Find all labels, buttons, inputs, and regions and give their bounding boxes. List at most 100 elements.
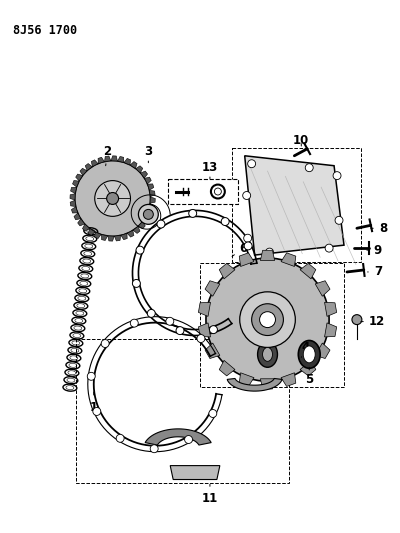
- Circle shape: [335, 216, 343, 224]
- Text: 12: 12: [361, 315, 385, 328]
- Polygon shape: [219, 360, 235, 376]
- Polygon shape: [138, 222, 145, 229]
- Circle shape: [260, 312, 276, 328]
- Ellipse shape: [303, 346, 315, 363]
- Polygon shape: [219, 263, 235, 279]
- Text: 10: 10: [293, 134, 310, 148]
- Text: 11: 11: [202, 484, 218, 505]
- Polygon shape: [315, 343, 330, 359]
- Circle shape: [136, 246, 144, 254]
- Polygon shape: [94, 232, 101, 239]
- Text: 4: 4: [301, 341, 309, 357]
- Polygon shape: [260, 379, 275, 389]
- Polygon shape: [98, 157, 104, 164]
- Circle shape: [130, 319, 138, 327]
- Circle shape: [214, 188, 221, 195]
- Polygon shape: [82, 224, 90, 231]
- Polygon shape: [150, 190, 155, 197]
- Circle shape: [87, 373, 95, 380]
- Bar: [200, 263, 344, 387]
- Circle shape: [211, 184, 225, 198]
- Circle shape: [248, 160, 256, 168]
- Polygon shape: [198, 323, 210, 337]
- Circle shape: [150, 445, 158, 453]
- Polygon shape: [104, 156, 111, 161]
- Circle shape: [147, 310, 155, 317]
- Polygon shape: [315, 281, 330, 296]
- Circle shape: [138, 205, 158, 224]
- Polygon shape: [88, 229, 95, 236]
- Polygon shape: [239, 253, 254, 266]
- Polygon shape: [114, 236, 121, 241]
- Polygon shape: [144, 177, 151, 184]
- Circle shape: [107, 192, 118, 205]
- Polygon shape: [170, 466, 220, 480]
- Ellipse shape: [298, 341, 320, 368]
- Text: 9: 9: [367, 244, 382, 256]
- Text: 6: 6: [232, 241, 248, 256]
- Circle shape: [352, 314, 362, 325]
- Circle shape: [305, 164, 313, 172]
- Circle shape: [244, 242, 252, 250]
- Circle shape: [244, 234, 252, 242]
- Circle shape: [243, 191, 251, 199]
- Circle shape: [116, 434, 124, 442]
- Polygon shape: [71, 187, 76, 193]
- Bar: [168, 179, 238, 205]
- Ellipse shape: [262, 348, 272, 361]
- Polygon shape: [146, 210, 153, 216]
- Circle shape: [333, 172, 341, 180]
- Polygon shape: [78, 219, 85, 226]
- Circle shape: [197, 335, 205, 343]
- Ellipse shape: [258, 342, 278, 367]
- Circle shape: [325, 244, 333, 252]
- Polygon shape: [118, 157, 124, 163]
- Polygon shape: [108, 236, 114, 241]
- Polygon shape: [145, 429, 211, 445]
- Circle shape: [166, 317, 174, 325]
- Polygon shape: [281, 253, 296, 266]
- Text: 1: 1: [90, 392, 98, 414]
- Text: 2: 2: [104, 146, 112, 166]
- Text: 8: 8: [371, 222, 387, 235]
- Circle shape: [75, 161, 150, 236]
- Circle shape: [132, 279, 140, 287]
- Polygon shape: [239, 373, 254, 386]
- Polygon shape: [91, 160, 98, 167]
- Polygon shape: [140, 171, 148, 178]
- Circle shape: [252, 304, 284, 335]
- Polygon shape: [74, 213, 81, 220]
- Polygon shape: [143, 216, 150, 223]
- Polygon shape: [133, 227, 140, 233]
- Polygon shape: [198, 302, 210, 317]
- Circle shape: [240, 292, 295, 348]
- Text: 7: 7: [368, 265, 382, 278]
- Bar: [76, 340, 289, 483]
- Circle shape: [93, 408, 101, 415]
- Polygon shape: [121, 233, 127, 240]
- Polygon shape: [124, 158, 131, 165]
- Polygon shape: [127, 230, 134, 237]
- Text: 5: 5: [305, 367, 313, 386]
- Polygon shape: [300, 360, 316, 376]
- Circle shape: [184, 435, 192, 443]
- Circle shape: [206, 258, 329, 381]
- Polygon shape: [245, 156, 344, 255]
- Polygon shape: [148, 184, 154, 190]
- Bar: [232, 148, 361, 262]
- Text: 13: 13: [202, 161, 218, 179]
- Circle shape: [143, 209, 153, 220]
- Polygon shape: [227, 378, 282, 391]
- Polygon shape: [72, 207, 78, 213]
- Circle shape: [209, 409, 217, 417]
- Circle shape: [210, 326, 218, 334]
- Text: 8J56 1700: 8J56 1700: [13, 23, 78, 37]
- Circle shape: [221, 217, 229, 225]
- Polygon shape: [70, 193, 75, 200]
- Polygon shape: [300, 263, 316, 279]
- Polygon shape: [72, 181, 79, 187]
- Text: 3: 3: [144, 146, 152, 163]
- Polygon shape: [85, 164, 92, 171]
- Polygon shape: [111, 156, 118, 161]
- Polygon shape: [281, 373, 296, 386]
